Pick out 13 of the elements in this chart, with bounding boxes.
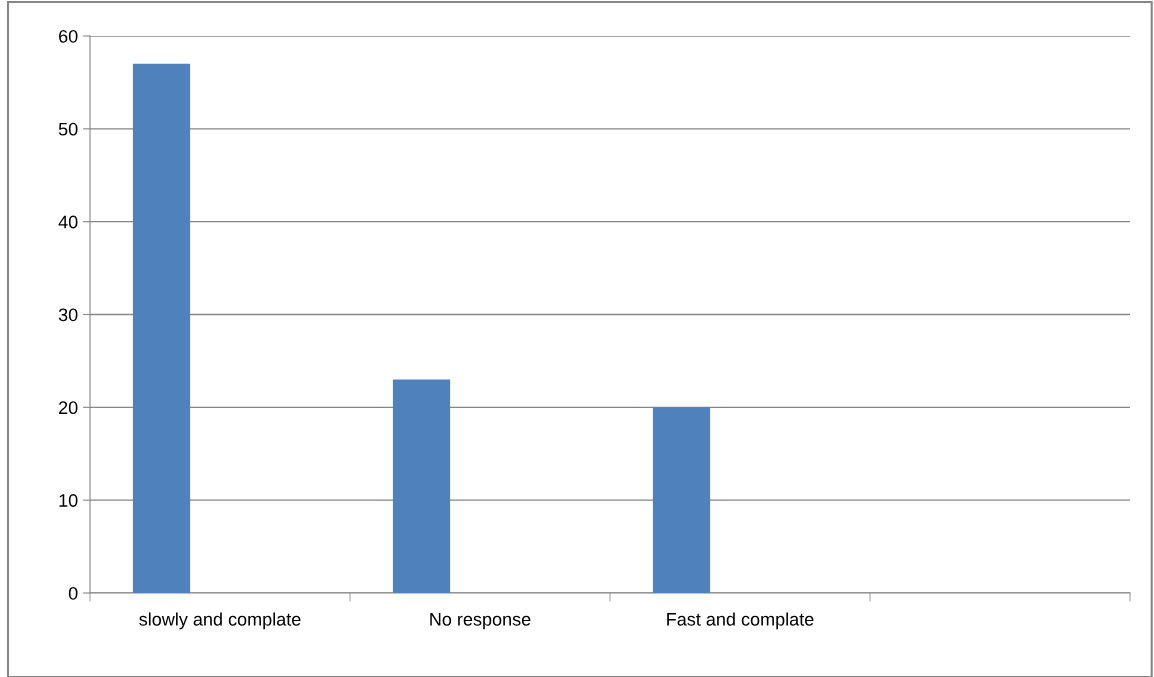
bar	[392, 379, 451, 593]
bar	[652, 407, 711, 593]
x-tick-label: No response	[430, 613, 531, 630]
y-tick-label: 50	[58, 122, 78, 136]
y-tick-label: 10	[59, 494, 78, 507]
x-tick-label: slowly and complate	[139, 612, 301, 630]
y-tick-label: 60	[59, 29, 78, 43]
y-tick-label: 40	[58, 215, 78, 229]
bar	[132, 63, 191, 593]
y-tick-label: 20	[59, 401, 78, 415]
y-tick-label: 0	[68, 586, 78, 600]
y-tick-label: 30	[58, 308, 78, 322]
x-tick-label: Fast and complate	[667, 612, 814, 630]
